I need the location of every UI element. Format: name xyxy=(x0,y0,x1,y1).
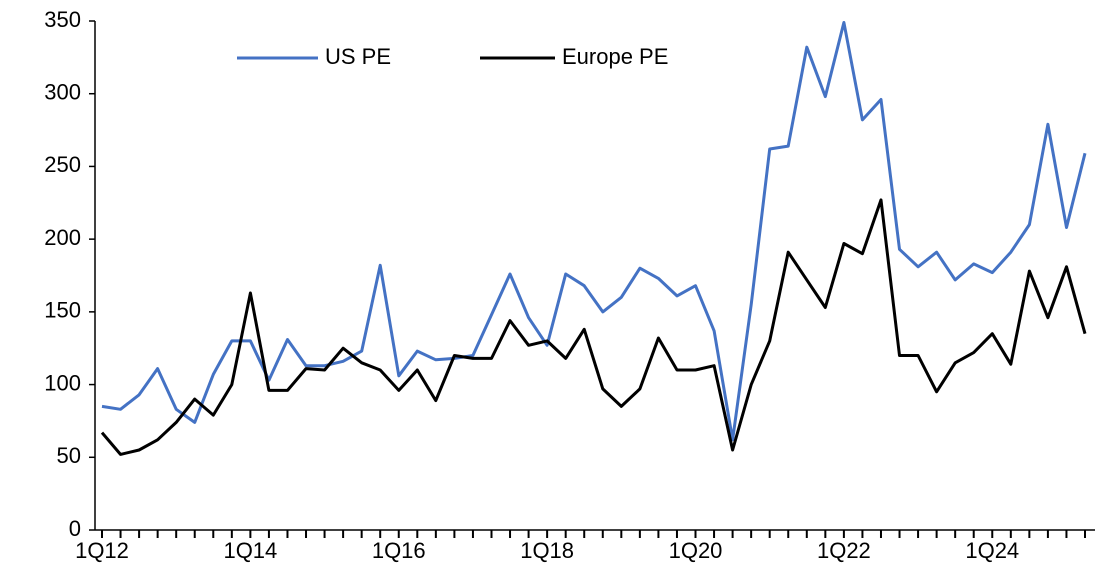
x-tick-label: 1Q12 xyxy=(75,538,129,563)
y-tick-label: 150 xyxy=(44,298,81,323)
x-tick-label: 1Q20 xyxy=(669,538,723,563)
y-tick-label: 50 xyxy=(57,443,81,468)
legend-label: Europe PE xyxy=(562,44,668,69)
x-tick-label: 1Q16 xyxy=(372,538,426,563)
y-tick-label: 0 xyxy=(69,516,81,541)
y-tick-label: 350 xyxy=(44,7,81,32)
legend-label: US PE xyxy=(325,44,391,69)
x-tick-label: 1Q24 xyxy=(965,538,1019,563)
y-tick-label: 250 xyxy=(44,152,81,177)
y-tick-label: 200 xyxy=(44,225,81,250)
x-tick-label: 1Q14 xyxy=(223,538,277,563)
y-tick-label: 100 xyxy=(44,370,81,395)
series-line xyxy=(100,198,1087,456)
x-tick-label: 1Q18 xyxy=(520,538,574,563)
y-tick-label: 300 xyxy=(44,80,81,105)
series-line xyxy=(101,21,1087,442)
x-tick-label: 1Q22 xyxy=(817,538,871,563)
